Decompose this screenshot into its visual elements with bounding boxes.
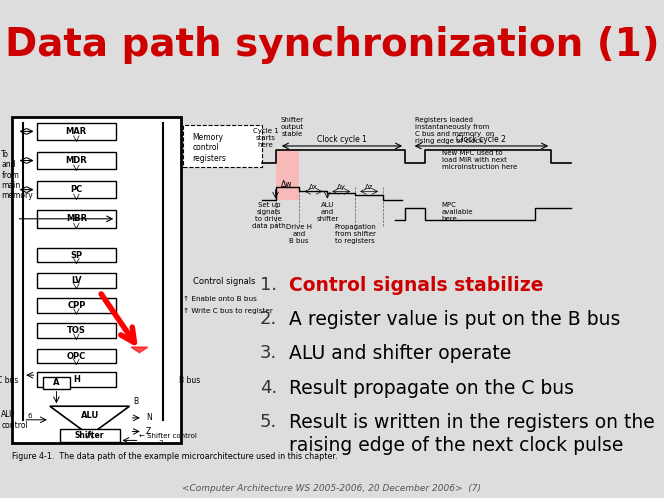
Text: Clock cycle 2: Clock cycle 2: [456, 135, 507, 144]
Polygon shape: [50, 406, 129, 435]
Text: B: B: [133, 397, 138, 406]
Text: 5.: 5.: [260, 413, 277, 431]
Text: Z: Z: [146, 427, 151, 436]
Text: C bus: C bus: [0, 376, 19, 385]
Text: 1.: 1.: [260, 276, 277, 294]
Polygon shape: [131, 347, 148, 353]
Text: MAR: MAR: [66, 127, 87, 136]
Text: Δx: Δx: [309, 184, 318, 190]
Text: Set up
signals
to drive
data path: Set up signals to drive data path: [252, 202, 286, 229]
Text: Drive H
and
B bus: Drive H and B bus: [286, 224, 312, 244]
Text: H: H: [73, 375, 80, 384]
Bar: [37, 152, 116, 169]
Text: 3.: 3.: [260, 345, 277, 363]
Text: LV: LV: [71, 276, 82, 285]
Bar: [37, 123, 116, 140]
Text: Δw: Δw: [282, 180, 293, 189]
Text: A: A: [53, 378, 60, 387]
Text: MPC
available
here: MPC available here: [442, 202, 473, 222]
Text: 2.: 2.: [260, 310, 277, 328]
Text: New MPC used to
load MIR with next
microinstruction here: New MPC used to load MIR with next micro…: [442, 149, 517, 169]
Bar: [43, 377, 70, 389]
Text: Figure 4-1.  The data path of the example microarchitecture used in this chapter: Figure 4-1. The data path of the example…: [12, 452, 337, 461]
Text: <Computer Architecture WS 2005-2006, 20 December 2006>  (7): <Computer Architecture WS 2005-2006, 20 …: [183, 484, 481, 493]
Text: Shifter: Shifter: [75, 431, 104, 440]
Text: CPP: CPP: [67, 301, 86, 310]
Text: N: N: [146, 413, 152, 422]
Bar: [12, 117, 181, 443]
Text: ← Shifter control
         2: ← Shifter control 2: [139, 433, 197, 446]
Text: To
and
from
main
memory: To and from main memory: [1, 150, 33, 200]
Text: Registers loaded
instantaneously from
C bus and memory  on
rising edge of clock: Registers loaded instantaneously from C …: [415, 117, 495, 144]
Text: TOS: TOS: [67, 326, 86, 335]
Text: ALU
and
shifter: ALU and shifter: [316, 202, 339, 222]
Text: Result propagate on the C bus: Result propagate on the C bus: [289, 378, 574, 397]
Text: A register value is put on the B bus: A register value is put on the B bus: [289, 310, 620, 329]
Text: ↑ Write C bus to register: ↑ Write C bus to register: [183, 308, 272, 314]
Text: 4.: 4.: [260, 378, 277, 396]
Text: OPC: OPC: [67, 352, 86, 361]
Text: PC: PC: [70, 185, 82, 194]
Text: Control signals: Control signals: [193, 277, 255, 286]
Bar: [37, 298, 116, 313]
Text: Cycle 1
starts
here: Cycle 1 starts here: [253, 128, 278, 148]
Text: Propagation
from shifter
to registers: Propagation from shifter to registers: [335, 224, 376, 244]
Text: ALU
control: ALU control: [1, 410, 28, 429]
Text: 6: 6: [28, 413, 32, 419]
Bar: [276, 150, 299, 200]
Bar: [37, 372, 116, 387]
Bar: [37, 210, 116, 228]
Bar: [37, 273, 116, 288]
Text: Shifter
output
stable: Shifter output stable: [281, 117, 303, 137]
Text: ALU: ALU: [80, 411, 99, 420]
Text: MDR: MDR: [66, 156, 87, 165]
Text: ↑ Enable onto B bus: ↑ Enable onto B bus: [183, 296, 256, 302]
Bar: [37, 324, 116, 338]
Text: Δy: Δy: [337, 184, 346, 190]
Text: B bus: B bus: [179, 376, 200, 385]
Bar: [37, 349, 116, 364]
Text: Control signals stabilize: Control signals stabilize: [289, 276, 543, 295]
Text: SP: SP: [70, 250, 82, 259]
Bar: [60, 429, 120, 442]
Text: Clock cycle 1: Clock cycle 1: [317, 135, 367, 144]
Text: Δz: Δz: [365, 184, 373, 190]
Text: MBR: MBR: [66, 214, 87, 223]
Bar: [183, 124, 262, 167]
Text: Memory
control
registers: Memory control registers: [193, 133, 226, 163]
Bar: [37, 248, 116, 262]
Text: Data path synchronization (1): Data path synchronization (1): [5, 26, 659, 64]
Bar: [37, 181, 116, 198]
Text: Result is written in the registers on the
raising edge of the next clock pulse: Result is written in the registers on th…: [289, 413, 655, 455]
Text: ALU and shifter operate: ALU and shifter operate: [289, 345, 511, 364]
